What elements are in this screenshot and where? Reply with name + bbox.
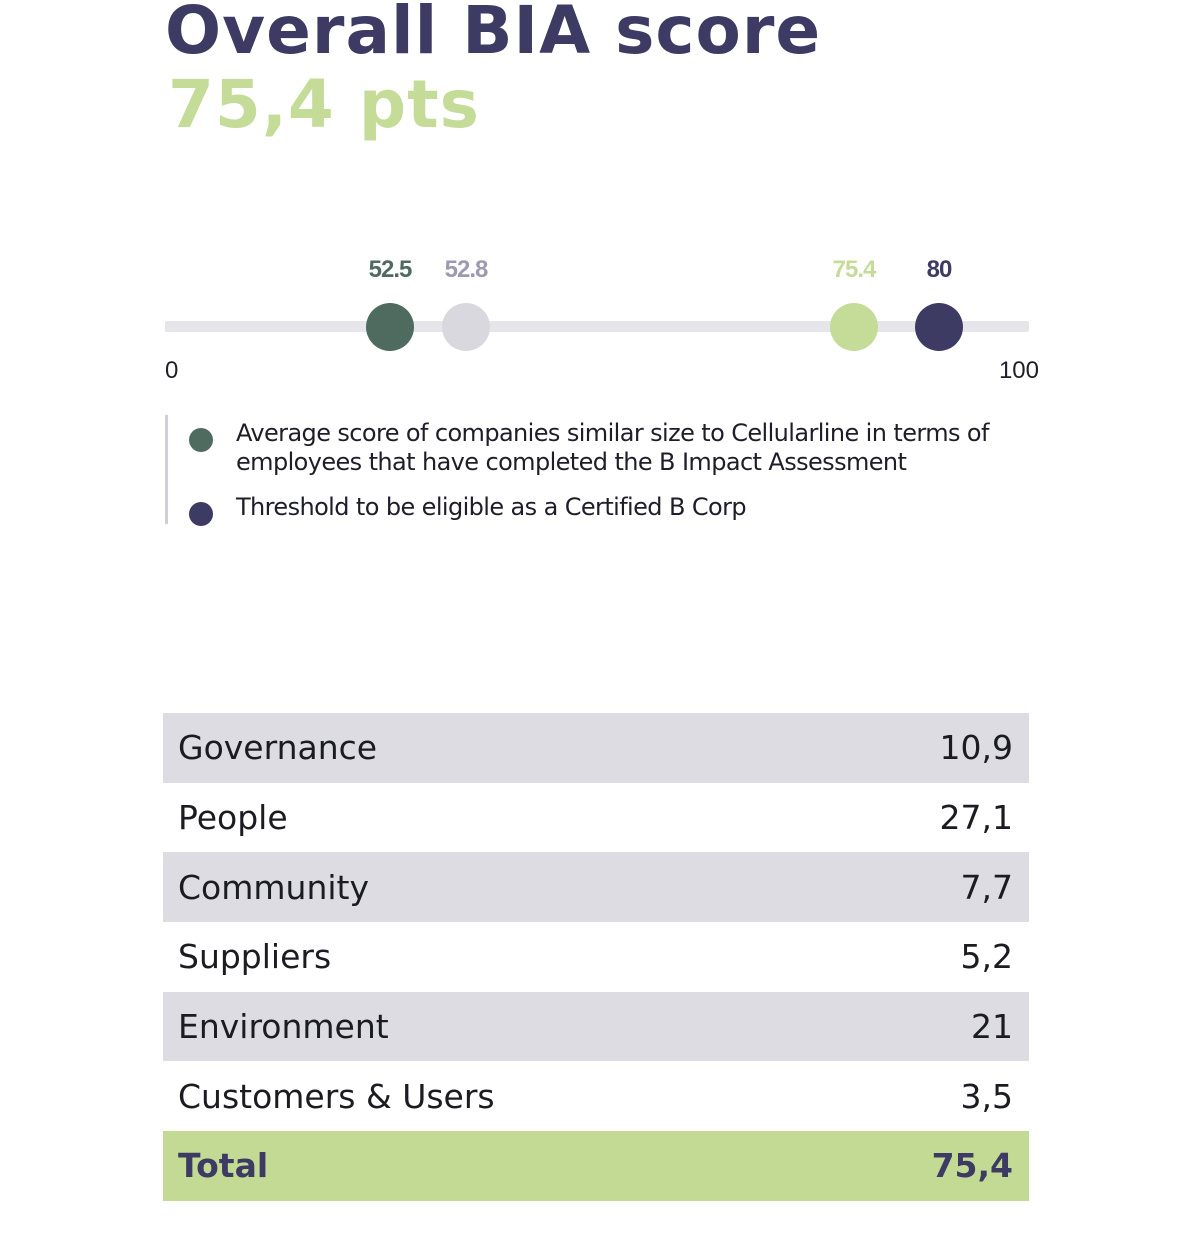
legend-text-average: Average score of companies similar size … (236, 419, 989, 476)
legend-item-threshold: Threshold to be eligible as a Certified … (168, 493, 1048, 526)
scale-track (165, 321, 1029, 332)
legend-text-threshold: Threshold to be eligible as a Certified … (236, 493, 747, 521)
marker-label-52-8: 52.8 (445, 256, 488, 283)
table-row-governance: Governance 10,9 (163, 713, 1029, 783)
table-row-total: Total 75,4 (163, 1131, 1029, 1201)
row-value: 7,7 (960, 867, 1013, 907)
row-label: Governance (178, 728, 378, 768)
score-scale-chart: 52.5 52.8 75.4 80 0 100 (165, 256, 1039, 384)
table-row-suppliers: Suppliers 5,2 (163, 922, 1029, 992)
chart-legend: Average score of companies similar size … (165, 415, 1048, 526)
row-label: Community (178, 867, 369, 907)
table-row-people: People 27,1 (163, 783, 1029, 853)
row-label: Customers & Users (178, 1076, 495, 1116)
row-label: Environment (178, 1007, 389, 1047)
total-value: 75,4 (931, 1146, 1013, 1186)
total-label: Total (178, 1146, 269, 1186)
row-value: 27,1 (939, 798, 1013, 838)
row-value: 21 (971, 1007, 1013, 1047)
score-marker-52-8 (442, 303, 490, 351)
legend-dot-average (189, 428, 213, 452)
score-marker-80 (915, 303, 963, 351)
marker-label-52-5: 52.5 (369, 256, 412, 283)
legend-dot-threshold (189, 502, 213, 526)
score-marker-52-5 (366, 303, 414, 351)
legend-item-average: Average score of companies similar size … (168, 419, 1048, 477)
score-marker-75-4 (830, 303, 878, 351)
row-value: 5,2 (960, 937, 1013, 977)
marker-label-80: 80 (927, 256, 952, 283)
row-value: 10,9 (939, 728, 1013, 768)
table-row-community: Community 7,7 (163, 852, 1029, 923)
row-label: People (178, 798, 288, 838)
page-title: Overall BIA score (165, 0, 822, 69)
marker-label-75-4: 75.4 (833, 256, 877, 283)
table-row-customers-users: Customers & Users 3,5 (163, 1061, 1029, 1131)
row-value: 3,5 (960, 1076, 1013, 1116)
table-row-environment: Environment 21 (163, 991, 1029, 1062)
axis-min-label: 0 (165, 357, 178, 384)
row-label: Suppliers (178, 937, 332, 977)
score-breakdown-table: Governance 10,9 People 27,1 Community 7,… (163, 713, 1029, 1201)
axis-max-label: 100 (999, 357, 1039, 384)
overall-score: 75,4 pts (168, 66, 480, 143)
